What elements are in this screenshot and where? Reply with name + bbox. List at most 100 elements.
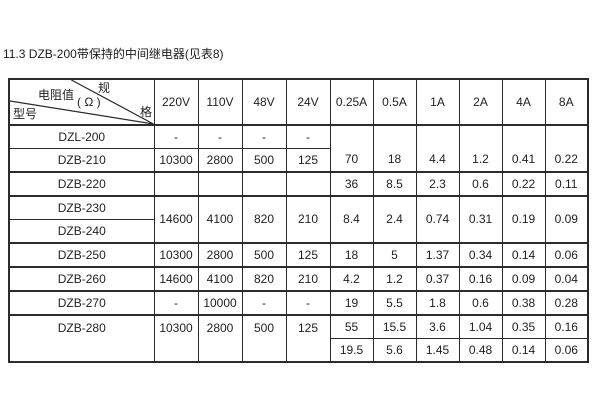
cell: 19 [329,290,374,316]
table-row-dzb-260: DZB-260 14600 4100 820 210 4.2 1.2 0.37 … [8,266,589,292]
col-header-1a: 1A [415,78,460,126]
table-header-row: 规 电阻值 ( Ω ) 型号 格 220V 110V 48V 24V 0.25A… [8,78,589,126]
cell: 820 [241,266,287,292]
cell: 5 [372,242,417,268]
cell: 0.14 [501,242,546,268]
cell: 4.2 [329,266,374,292]
cell: 1.04 [458,314,503,339]
cell: 5.5 [372,290,417,316]
cell: 0.6 [458,290,503,316]
table-row-dzb-210: DZB-210 10300 2800 500 125 [8,148,588,173]
cell: 19.5 [329,338,374,363]
cell: 10000 [197,290,243,316]
col-header-0-5a: 0.5A [372,78,417,126]
relay-spec-table: 规 电阻值 ( Ω ) 型号 格 220V 110V 48V 24V 0.25A… [8,78,589,363]
cell: - [153,290,199,316]
cell: - [241,124,287,149]
cell [241,171,287,197]
cell: 0.06 [544,242,589,268]
diagonal-divider-lines [10,80,153,123]
cell [153,171,199,197]
cell-merged: 10300 [153,314,199,363]
cell: 3.6 [415,314,460,339]
cell-merged: 0.22 [544,124,589,173]
cell: 10300 [153,242,199,268]
row-label: DZB-270 [8,290,155,316]
col-header-8a: 8A [544,78,589,126]
cell: 0.6 [458,171,503,197]
cell: 0.16 [544,314,589,339]
cell-merged: 0.19 [501,195,546,244]
cell: - [285,124,331,149]
corner-label-spec-bottom: 格 [140,105,153,119]
corner-header-cell: 规 电阻值 ( Ω ) 型号 格 [8,78,155,126]
col-header-220v: 220V [153,78,199,126]
cell: - [241,290,287,316]
row-label: DZB-230 [8,195,155,220]
table-row-dzb-270: DZB-270 - 10000 - - 19 5.5 1.8 0.6 0.38 … [8,290,589,316]
cell-merged: 2800 [197,314,243,363]
cell: 2.3 [415,171,460,197]
col-header-48v: 48V [241,78,287,126]
cell: 210 [285,266,331,292]
cell-merged: 18 [372,124,417,173]
corner-label-ohm-unit: ( Ω ) [77,95,101,109]
col-header-0-25a: 0.25A [329,78,374,126]
cell: 500 [241,242,287,268]
cell [285,171,331,197]
cell: - [285,290,331,316]
cell-merged: 70 [329,124,374,173]
section-title: 11.3 DZB-200带保持的中间继电器(见表8) [3,47,224,61]
cell-merged: 0.31 [458,195,503,244]
cell-merged: 2.4 [372,195,417,244]
cell: 10300 [153,148,199,173]
cell: 1.2 [372,266,417,292]
cell-merged: 0.41 [501,124,546,173]
row-label: DZL-200 [8,124,155,149]
cell: 4100 [197,266,243,292]
cell: 0.16 [458,266,503,292]
cell-merged: 210 [285,195,331,244]
row-label: DZB-260 [8,266,155,292]
cell: 36 [329,171,374,197]
cell: 0.22 [501,171,546,197]
table-row-dzb-250: DZB-250 10300 2800 500 125 18 5 1.37 0.3… [8,242,589,268]
cell-merged: 820 [241,195,287,244]
cell-merged: 4100 [197,195,243,244]
row-label: DZB-250 [8,242,155,268]
cell-merged: 125 [285,314,331,363]
cell: 1.45 [415,338,460,363]
table-row-dzb-220: DZB-220 36 8.5 2.3 0.6 0.22 0.11 [8,171,589,197]
cell-merged: 8.4 [329,195,374,244]
cell: 0.06 [544,338,589,363]
cell: 125 [285,148,331,173]
cell: 14600 [153,266,199,292]
cell-merged: 1.2 [458,124,503,173]
cell: 2800 [197,242,243,268]
cell: 0.09 [501,266,546,292]
cell: 0.35 [501,314,546,339]
cell: - [197,124,243,149]
col-header-2a: 2A [458,78,503,126]
cell: 1.8 [415,290,460,316]
cell: 8.5 [372,171,417,197]
cell: 1.37 [415,242,460,268]
cell-merged: 0.74 [415,195,460,244]
cell: 0.14 [501,338,546,363]
cell [197,171,243,197]
cell-merged: 500 [241,314,287,363]
cell: 5.6 [372,338,417,363]
col-header-110v: 110V [197,78,243,126]
cell: 15.5 [372,314,417,339]
cell-merged: 14600 [153,195,199,244]
cell: 500 [241,148,287,173]
corner-label-spec-top: 规 [98,81,111,95]
cell-merged: 0.09 [544,195,589,244]
corner-label-resistance: 电阻值 [38,88,75,102]
table-row-dzb-230: DZB-230 14600 4100 820 210 8.4 2.4 0.74 … [8,195,589,244]
table-row-dzb-280-sub: 19.5 5.6 1.45 0.48 0.14 0.06 [9,338,589,363]
row-label: DZB-220 [8,171,155,197]
row-label: DZB-240 [8,219,155,244]
cell: 0.04 [544,266,589,292]
